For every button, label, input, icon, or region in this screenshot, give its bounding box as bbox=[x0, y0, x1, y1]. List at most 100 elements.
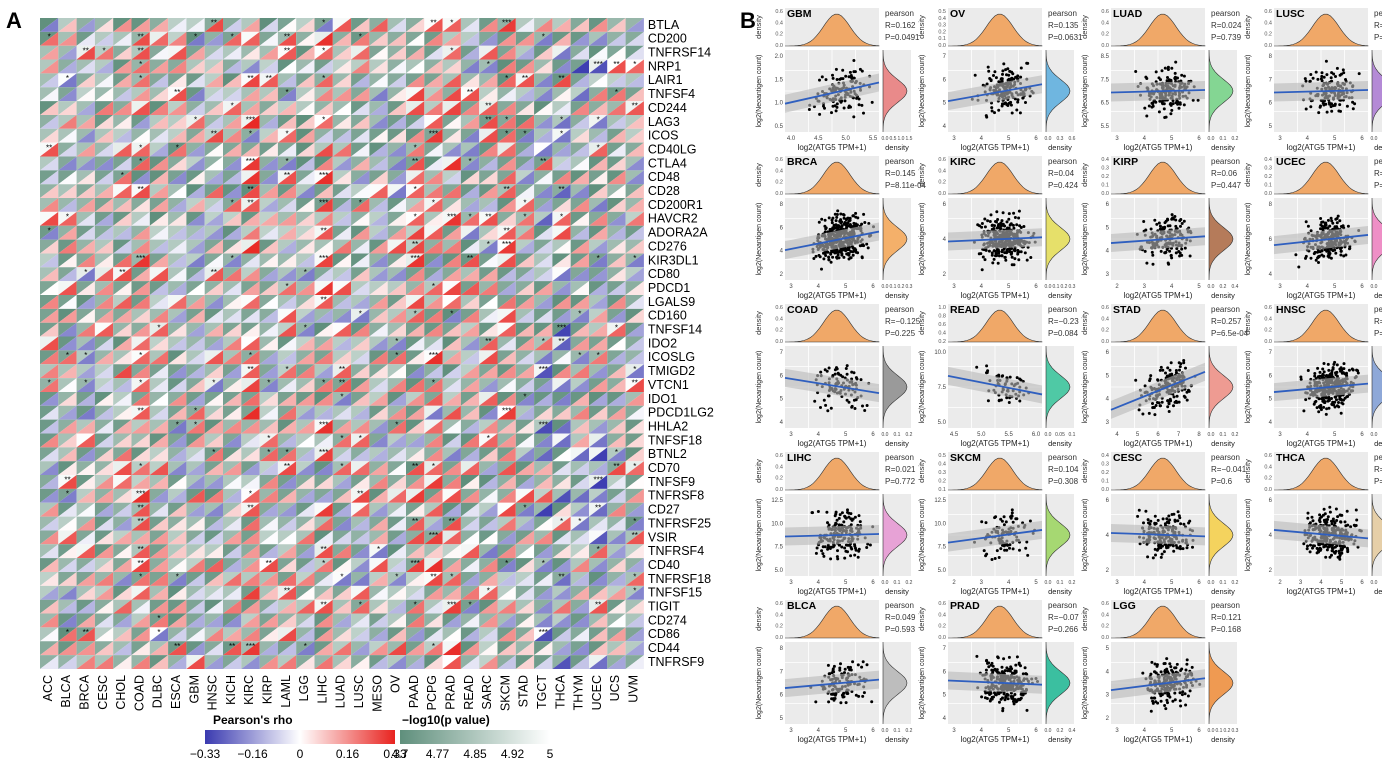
heatmap-cell bbox=[515, 225, 535, 240]
cell-p-triangle bbox=[186, 87, 205, 102]
heatmap-cell: * bbox=[424, 281, 443, 295]
cell-rho-triangle bbox=[497, 198, 516, 212]
heatmap-cell bbox=[223, 378, 242, 392]
cell-rho-triangle bbox=[223, 73, 242, 88]
cell-rho-triangle bbox=[607, 184, 626, 199]
cell-rho-triangle bbox=[94, 18, 114, 32]
heatmap-cell bbox=[552, 613, 571, 628]
heatmap-cell bbox=[424, 364, 443, 379]
heatmap-cell: ** bbox=[204, 267, 223, 282]
cell-p-triangle bbox=[497, 101, 516, 115]
cell-p-triangle bbox=[387, 87, 406, 102]
cell-p-triangle bbox=[460, 73, 480, 88]
heatmap-cell bbox=[332, 253, 352, 268]
significance-stars: * bbox=[578, 517, 581, 526]
cell-p-triangle bbox=[204, 45, 223, 60]
heatmap-cell bbox=[479, 142, 498, 157]
heatmap-cell bbox=[277, 239, 297, 254]
cell-rho-triangle bbox=[58, 156, 77, 171]
heatmap-cell: * bbox=[406, 211, 425, 226]
heatmap-cell bbox=[332, 170, 352, 185]
cell-rho-triangle bbox=[259, 170, 278, 185]
heatmap-cell bbox=[515, 627, 535, 642]
heatmap-cell bbox=[607, 530, 626, 545]
heatmap-cell bbox=[223, 530, 242, 545]
heatmap-cell bbox=[168, 59, 187, 74]
cell-p-triangle bbox=[149, 142, 169, 157]
heatmap-cell bbox=[40, 253, 59, 268]
heatmap-cell bbox=[589, 488, 608, 503]
cell-p-triangle bbox=[515, 31, 535, 46]
heatmap-cell bbox=[552, 405, 571, 420]
heatmap-cell bbox=[186, 558, 205, 572]
cell-rho-triangle bbox=[515, 59, 535, 74]
heatmap-cell bbox=[607, 350, 626, 365]
cell-rho-triangle bbox=[460, 114, 480, 129]
heatmap-cell bbox=[534, 239, 553, 254]
significance-stars: * bbox=[267, 434, 270, 443]
cell-rho-triangle bbox=[387, 59, 406, 74]
cell-rho-triangle bbox=[479, 45, 498, 60]
heatmap-cell bbox=[168, 530, 187, 545]
heatmap-cell bbox=[497, 142, 516, 157]
significance-stars: * bbox=[487, 60, 490, 69]
significance-stars: * bbox=[432, 642, 435, 651]
heatmap-cell bbox=[241, 31, 260, 46]
heatmap-cell: * bbox=[296, 322, 315, 337]
heatmap-cell bbox=[515, 447, 535, 462]
cell-p-triangle bbox=[351, 59, 370, 74]
heatmap-cell bbox=[204, 391, 223, 406]
heatmap-cell bbox=[94, 447, 114, 462]
heatmap-cell bbox=[479, 281, 498, 295]
cell-rho-triangle bbox=[76, 101, 95, 115]
cell-rho-triangle bbox=[497, 87, 516, 102]
significance-stars: * bbox=[505, 116, 508, 125]
heatmap-cell bbox=[40, 419, 59, 434]
heatmap-cell bbox=[94, 391, 114, 406]
heatmap-cell bbox=[40, 488, 59, 503]
heatmap-cell bbox=[424, 31, 443, 46]
heatmap-cell bbox=[277, 225, 297, 240]
cell-p-triangle bbox=[223, 101, 242, 115]
heatmap-cell bbox=[387, 170, 406, 185]
heatmap-cell: * bbox=[570, 308, 589, 323]
heatmap-cell bbox=[223, 558, 242, 572]
cell-rho-triangle bbox=[497, 170, 516, 185]
heatmap-cell: *** bbox=[497, 239, 516, 254]
cell-p-triangle bbox=[589, 31, 608, 46]
cell-p-triangle bbox=[552, 59, 571, 74]
heatmap-cell bbox=[94, 239, 114, 254]
heatmap-cell bbox=[369, 461, 388, 476]
heatmap-cell: ** bbox=[406, 239, 425, 254]
significance-stars: ** bbox=[339, 379, 345, 388]
cell-rho-triangle bbox=[277, 142, 297, 157]
heatmap-column-label: BLCA bbox=[59, 674, 73, 707]
cell-p-triangle bbox=[40, 128, 59, 143]
heatmap-cell bbox=[515, 488, 535, 503]
heatmap-cell bbox=[387, 31, 406, 46]
significance-stars: * bbox=[176, 573, 179, 582]
heatmap-cell bbox=[479, 502, 498, 517]
heatmap-cell: * bbox=[552, 128, 571, 143]
heatmap-cell bbox=[552, 295, 571, 309]
cell-rho-triangle bbox=[259, 18, 278, 32]
heatmap-cell bbox=[406, 170, 425, 185]
heatmap-cell bbox=[186, 211, 205, 226]
heatmap-row-label: TIGIT bbox=[648, 600, 680, 614]
heatmap-cell bbox=[332, 405, 352, 420]
cell-rho-triangle bbox=[76, 156, 95, 171]
heatmap-cell bbox=[113, 572, 132, 586]
heatmap-cell bbox=[186, 488, 205, 503]
heatmap-cell bbox=[168, 45, 187, 60]
cell-rho-triangle bbox=[406, 73, 425, 88]
cell-rho-triangle bbox=[332, 59, 352, 74]
heatmap-cell bbox=[607, 101, 626, 115]
significance-stars: * bbox=[157, 614, 160, 623]
heatmap-cell bbox=[351, 184, 370, 199]
heatmap-cell bbox=[424, 544, 443, 559]
cell-rho-triangle bbox=[94, 45, 114, 60]
heatmap-cell bbox=[625, 558, 644, 572]
heatmap-cell: * bbox=[534, 558, 553, 572]
heatmap-cell bbox=[223, 281, 242, 295]
heatmap-cell bbox=[40, 295, 59, 309]
